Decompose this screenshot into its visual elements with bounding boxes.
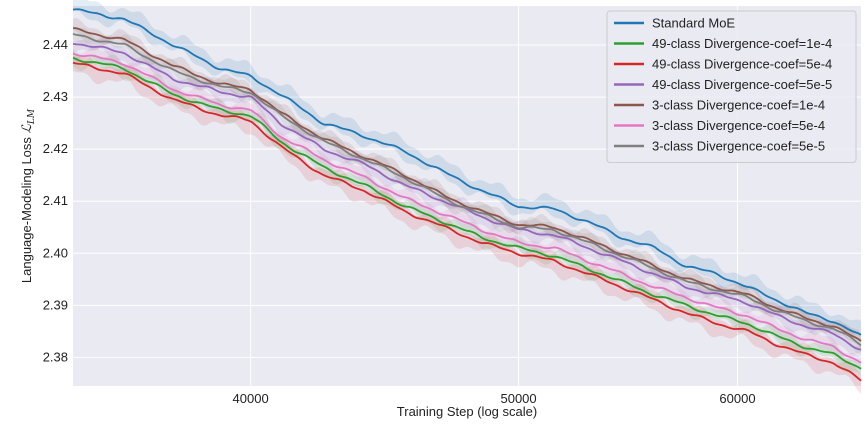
y-tick-label: 2.44 (43, 37, 68, 52)
y-tick-label: 2.39 (43, 297, 68, 312)
y-axis-title-text: Language-Modeling Loss (19, 133, 34, 283)
legend-label: 3-class Divergence-coef=5e-4 (652, 118, 825, 133)
tick-labels: 2.38 2.39 2.40 2.41 2.42 2.43 2.44 40000 50000 60… (43, 37, 756, 406)
legend-label: 3-class Divergence-coef=1e-4 (652, 98, 825, 113)
x-tick-label: 50000 (500, 391, 536, 406)
y-tick-label: 2.41 (43, 193, 68, 208)
y-axis-title-symbol: ℒ (20, 123, 35, 133)
y-tick-label: 2.40 (43, 245, 68, 260)
series-line (72, 52, 862, 364)
series-line (72, 43, 862, 351)
legend-label: Standard MoE (652, 16, 735, 31)
legend-label: 49-class Divergence-coef=1e-4 (652, 36, 832, 51)
series-line (72, 8, 862, 336)
legend-label: 3-class Divergence-coef=5e-5 (652, 139, 825, 154)
series-lines (72, 8, 862, 382)
series-band (73, 26, 861, 356)
y-tick-label: 2.43 (43, 89, 68, 104)
series-line (72, 33, 862, 347)
legend-frame (606, 10, 857, 163)
series-line (72, 56, 862, 370)
y-tick-label: 2.38 (43, 349, 68, 364)
y-tick-label: 2.42 (43, 141, 68, 156)
series-band (73, 0, 861, 340)
series-line (72, 61, 862, 382)
y-axis-title: Language-Modeling Loss ℒLM (19, 108, 37, 283)
series-band (73, 17, 861, 350)
legend: Standard MoE 49-class Divergence-coef=1e-… (606, 10, 857, 163)
legend-label: 49-class Divergence-coef=5e-5 (652, 77, 832, 92)
series-line (72, 27, 862, 342)
x-tick-label: 60000 (719, 391, 755, 406)
x-axis-title: Training Step (log scale) (397, 404, 537, 419)
y-axis-title-subscript: LM (27, 108, 37, 125)
x-tick-label: 40000 (233, 391, 269, 406)
legend-label: 49-class Divergence-coef=5e-4 (652, 57, 832, 72)
